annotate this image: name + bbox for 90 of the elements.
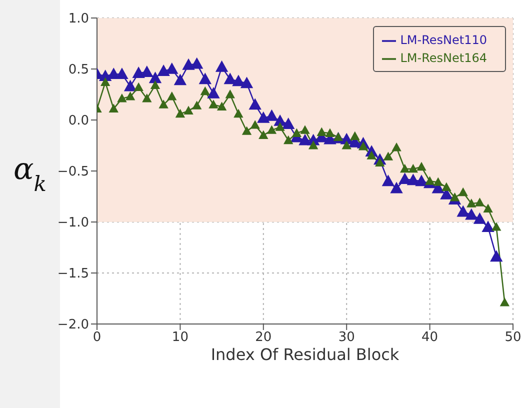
point — [458, 188, 468, 196]
point — [240, 77, 253, 88]
y-tick-label: 1.0 — [68, 12, 89, 27]
point — [425, 176, 434, 185]
legend-label: LM-ResNet164 — [400, 51, 487, 65]
point — [200, 86, 210, 96]
y-tick-label: 0.5 — [68, 62, 89, 78]
point — [199, 73, 212, 84]
point — [350, 132, 360, 140]
point — [124, 80, 136, 92]
point — [132, 67, 145, 78]
point — [134, 82, 144, 92]
point — [308, 141, 318, 150]
point — [109, 104, 118, 112]
point — [166, 63, 178, 74]
point — [142, 94, 152, 102]
point — [384, 152, 393, 160]
y-tick-label: −1.0 — [57, 216, 89, 231]
point — [392, 143, 402, 152]
point — [167, 92, 176, 100]
point — [325, 128, 334, 137]
point — [482, 221, 494, 232]
y-axis-title: α$_{k}$ — [14, 152, 46, 196]
point — [226, 90, 235, 98]
point — [224, 73, 236, 84]
point — [390, 182, 403, 194]
point — [442, 182, 451, 192]
point — [474, 212, 486, 224]
point — [257, 112, 270, 123]
point — [475, 198, 484, 206]
point — [466, 199, 476, 208]
point — [292, 128, 302, 137]
point — [300, 126, 310, 134]
point — [490, 250, 502, 262]
point — [207, 87, 220, 98]
point — [184, 106, 194, 115]
point — [258, 130, 268, 139]
point — [415, 175, 428, 186]
point — [317, 128, 326, 136]
point — [465, 208, 478, 220]
x-tick-label: 50 — [504, 330, 522, 346]
y-tick-label: −2.0 — [57, 318, 89, 333]
point — [398, 173, 411, 184]
point — [234, 109, 243, 118]
point — [416, 162, 426, 171]
point — [159, 100, 168, 108]
point — [282, 118, 294, 129]
point — [149, 72, 162, 84]
point — [484, 204, 493, 212]
point — [407, 174, 420, 186]
x-axis-title: Index Of Residual Block — [210, 345, 400, 364]
y-tick-label: −0.5 — [57, 164, 89, 180]
point — [267, 126, 276, 134]
point — [192, 101, 202, 110]
point — [408, 164, 418, 173]
x-tick-label: 40 — [422, 330, 438, 346]
point — [232, 75, 244, 86]
point — [126, 92, 135, 100]
point — [249, 98, 262, 110]
x-tick-label: 10 — [172, 330, 188, 346]
point — [299, 134, 311, 146]
point — [457, 206, 470, 217]
y-tick-label: −1.5 — [57, 266, 89, 282]
point — [216, 60, 228, 72]
point — [342, 141, 352, 150]
point — [284, 136, 293, 144]
point — [250, 120, 260, 129]
point — [100, 78, 110, 86]
point — [492, 222, 501, 231]
point — [266, 110, 278, 121]
point — [400, 164, 410, 173]
legend-label: LM-ResNet110 — [400, 33, 487, 47]
point — [182, 58, 195, 70]
point — [190, 58, 203, 69]
point — [158, 65, 170, 76]
point — [117, 94, 126, 102]
point — [176, 109, 185, 118]
point — [242, 126, 252, 135]
point — [382, 175, 394, 186]
point — [434, 178, 443, 186]
point — [150, 80, 160, 90]
point — [276, 122, 285, 131]
y-tick-label: 0.0 — [68, 114, 89, 129]
point — [500, 298, 510, 306]
x-tick-label: 30 — [338, 330, 355, 346]
point — [174, 74, 186, 86]
x-tick-label: 20 — [255, 330, 272, 346]
point — [217, 102, 226, 110]
x-tick-label: 0 — [92, 330, 102, 346]
point — [208, 100, 218, 108]
